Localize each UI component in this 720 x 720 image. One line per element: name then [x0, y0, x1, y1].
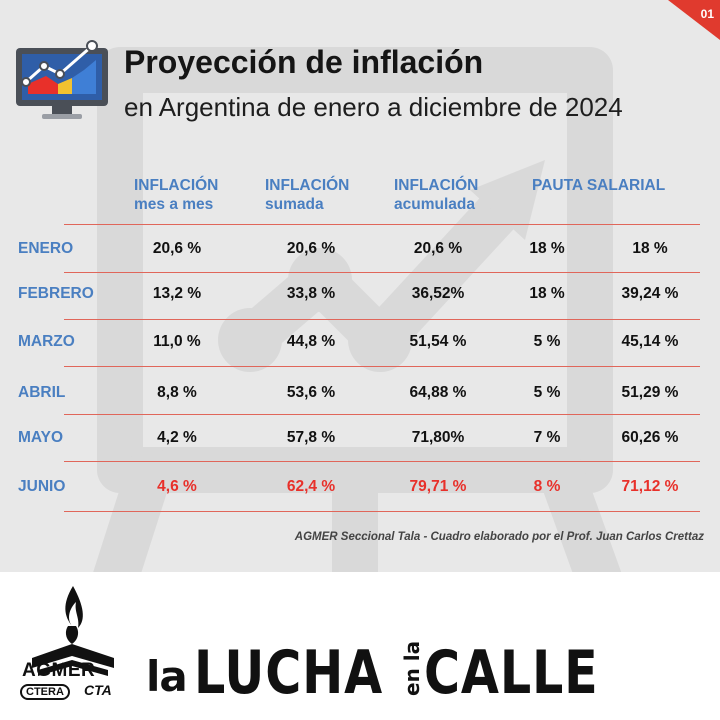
- table-row: MARZO 11,0 % 44,8 % 51,54 % 5 % 45,14 %: [0, 333, 720, 363]
- cell-sumada: 33,8 %: [286, 285, 336, 302]
- column-header-sumada: INFLACIÓN sumada: [265, 176, 349, 214]
- logo-agmer-text: AGMER: [22, 660, 96, 681]
- slogan-lucha: LUCHA: [194, 638, 384, 708]
- cell-acumulada: 71,80%: [411, 429, 465, 446]
- table-divider: [64, 319, 700, 320]
- cell-sumada: 57,8 %: [286, 429, 336, 446]
- cell-acumulada: 79,71 %: [409, 478, 467, 495]
- table-row: MAYO 4,2 % 57,8 % 71,80% 7 % 60,26 %: [0, 429, 720, 459]
- cell-sumada: 62,4 %: [286, 478, 336, 495]
- cell-pauta-acumulada: 39,24 %: [621, 285, 679, 302]
- table-divider: [64, 511, 700, 512]
- cell-pauta-acumulada: 18 %: [632, 240, 668, 257]
- cell-pauta: 18 %: [529, 285, 565, 302]
- cell-acumulada: 64,88 %: [409, 384, 467, 401]
- column-header-line1: INFLACIÓN: [265, 177, 350, 194]
- cell-mes: 20,6 %: [152, 240, 202, 257]
- slogan: la LUCHA en la CALLE: [146, 632, 706, 712]
- cell-acumulada: 20,6 %: [413, 240, 463, 257]
- cell-pauta: 5 %: [533, 384, 561, 401]
- table-row: FEBRERO 13,2 % 33,8 % 36,52% 18 % 39,24 …: [0, 285, 720, 315]
- cell-mes: 4,6 %: [157, 478, 197, 495]
- cell-pauta: 8 %: [533, 478, 561, 495]
- column-header-mes-a-mes: INFLACIÓN mes a mes: [134, 176, 218, 214]
- cell-mes: 13,2 %: [152, 285, 202, 302]
- column-header-line2: sumada: [265, 196, 324, 213]
- column-header-line2: mes a mes: [134, 196, 214, 213]
- table-row: ABRIL 8,8 % 53,6 % 64,88 % 5 % 51,29 %: [0, 384, 720, 414]
- row-month: ABRIL: [18, 384, 66, 401]
- column-header-line1: INFLACIÓN: [394, 177, 479, 194]
- logo-ctera-text: CTERA: [20, 684, 70, 700]
- logo-cta-text: CTA: [84, 682, 112, 698]
- table-divider: [64, 224, 700, 225]
- row-month: MAYO: [18, 429, 64, 446]
- cell-sumada: 44,8 %: [286, 333, 336, 350]
- page-title: Proyección de inflación: [124, 44, 484, 80]
- cell-pauta: 18 %: [529, 240, 565, 257]
- cell-pauta-acumulada: 60,26 %: [621, 429, 679, 446]
- table-row: ENERO 20,6 % 20,6 % 20,6 % 18 % 18 %: [0, 240, 720, 270]
- page-subtitle: en Argentina de enero a diciembre de 202…: [124, 92, 623, 122]
- cell-acumulada: 51,54 %: [409, 333, 467, 350]
- row-month: FEBRERO: [18, 285, 94, 302]
- column-header-line1: PAUTA SALARIAL: [532, 177, 666, 194]
- row-month: ENERO: [18, 240, 74, 257]
- table-divider: [64, 366, 700, 367]
- cell-pauta-acumulada: 71,12 %: [621, 478, 679, 495]
- table-divider: [64, 414, 700, 415]
- cell-pauta: 5 %: [533, 333, 561, 350]
- table-row-highlighted: JUNIO 4,6 % 62,4 % 79,71 % 8 % 71,12 %: [0, 478, 720, 508]
- cell-sumada: 53,6 %: [286, 384, 336, 401]
- table-divider: [64, 272, 700, 273]
- cell-pauta-acumulada: 45,14 %: [621, 333, 679, 350]
- cell-sumada: 20,6 %: [286, 240, 336, 257]
- page-number: 01: [700, 7, 714, 21]
- slogan-calle: CALLE: [424, 638, 599, 708]
- monitor-chart-icon: [16, 40, 108, 119]
- table-divider: [64, 461, 700, 462]
- footer-band: [0, 572, 720, 720]
- column-header-line2: acumulada: [394, 196, 475, 213]
- cell-mes: 4,2 %: [157, 429, 197, 446]
- cell-pauta: 7 %: [533, 429, 561, 446]
- column-header-acumulada: INFLACIÓN acumulada: [394, 176, 478, 214]
- column-header-pauta-salarial: PAUTA SALARIAL: [532, 176, 665, 195]
- column-header-line1: INFLACIÓN: [134, 177, 219, 194]
- agmer-logo-icon: [32, 586, 114, 676]
- cell-pauta-acumulada: 51,29 %: [621, 384, 679, 401]
- source-credit: AGMER Seccional Tala - Cuadro elaborado …: [294, 531, 704, 543]
- slogan-la: la: [146, 652, 188, 701]
- row-month: JUNIO: [18, 478, 66, 495]
- cell-mes: 11,0 %: [153, 333, 201, 350]
- cell-acumulada: 36,52%: [411, 285, 465, 302]
- row-month: MARZO: [18, 333, 75, 350]
- slogan-en-la: en la: [400, 640, 424, 696]
- cell-mes: 8,8 %: [157, 384, 197, 401]
